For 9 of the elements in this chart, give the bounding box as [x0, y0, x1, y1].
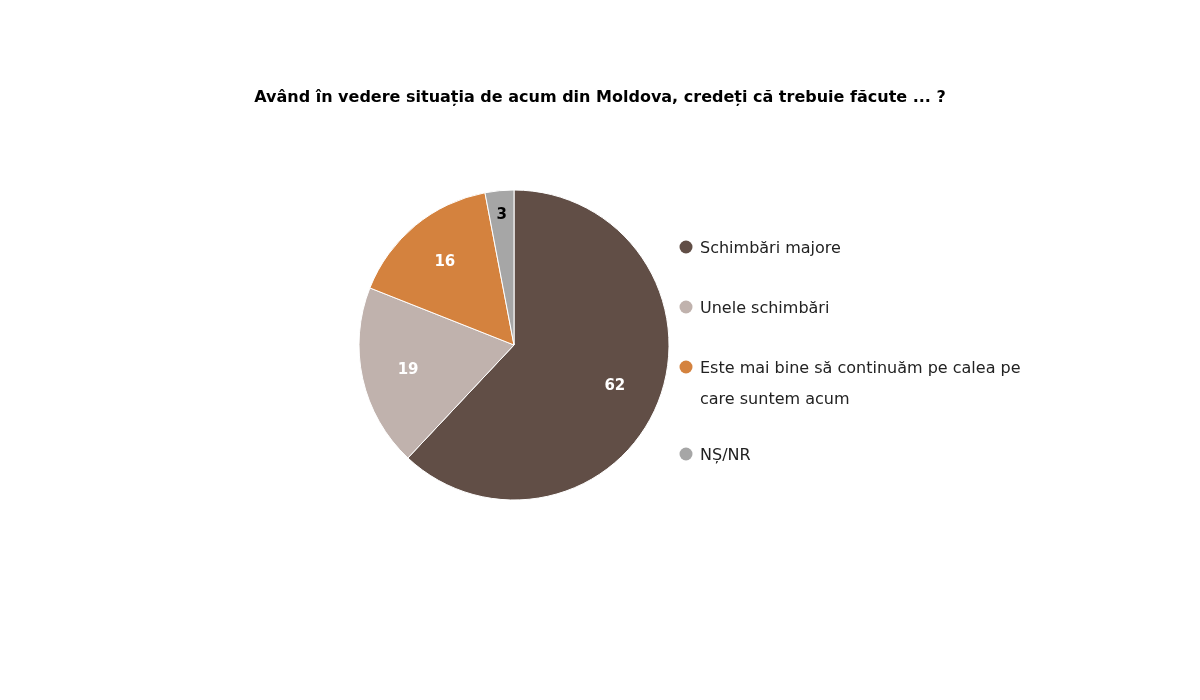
data-label: 16: [434, 252, 456, 271]
legend-label: Unele schimbări: [700, 297, 830, 317]
chart-title: Având în vedere situația de acum din Moldova, credeți că trebuie făcute ... ?: [254, 87, 946, 106]
legend-label: Schimbări majore: [700, 237, 841, 257]
data-label: 19: [397, 359, 419, 378]
data-label: 62: [604, 375, 626, 394]
data-label: 3: [496, 204, 507, 223]
legend-label: NȘ/NR: [700, 444, 751, 464]
legend-label: Este mai bine să continuăm pe calea pe care suntem acum: [700, 357, 1021, 408]
